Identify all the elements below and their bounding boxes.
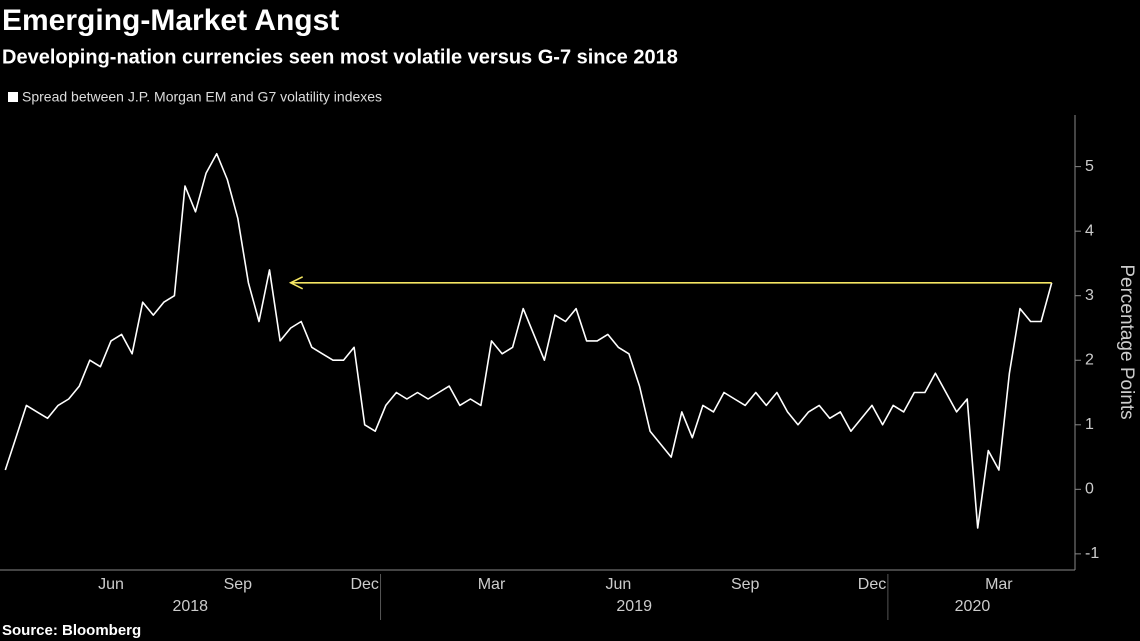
chart-title: Emerging-Market Angst xyxy=(2,4,339,37)
y-tick-label: -1 xyxy=(1085,545,1099,562)
x-tick-label: Sep xyxy=(731,576,760,593)
x-tick-label: Mar xyxy=(985,576,1013,593)
y-tick-label: 4 xyxy=(1085,222,1094,239)
x-group-label: 2020 xyxy=(955,598,991,615)
y-axis-title: Percentage Points xyxy=(1116,264,1137,419)
y-tick-label: 5 xyxy=(1085,158,1094,175)
x-tick-label: Sep xyxy=(224,576,253,593)
y-tick-label: 2 xyxy=(1085,351,1094,368)
legend-swatch xyxy=(8,92,18,102)
arrow-head xyxy=(288,276,304,290)
x-tick-label: Dec xyxy=(858,576,886,593)
x-group-label: 2019 xyxy=(616,598,652,615)
source: Source: Bloomberg xyxy=(2,622,141,639)
x-tick-label: Jun xyxy=(605,576,631,593)
x-tick-label: Jun xyxy=(98,576,124,593)
series-line xyxy=(4,152,1053,529)
y-tick-label: 1 xyxy=(1085,416,1094,433)
y-tick-label: 3 xyxy=(1085,287,1094,304)
legend-label: Spread between J.P. Morgan EM and G7 vol… xyxy=(22,89,382,105)
x-group-label: 2018 xyxy=(172,598,208,615)
x-tick-label: Mar xyxy=(478,576,506,593)
x-tick-label: Dec xyxy=(350,576,378,593)
y-tick-label: 0 xyxy=(1085,481,1094,498)
chart-subtitle: Developing-nation currencies seen most v… xyxy=(2,46,678,68)
